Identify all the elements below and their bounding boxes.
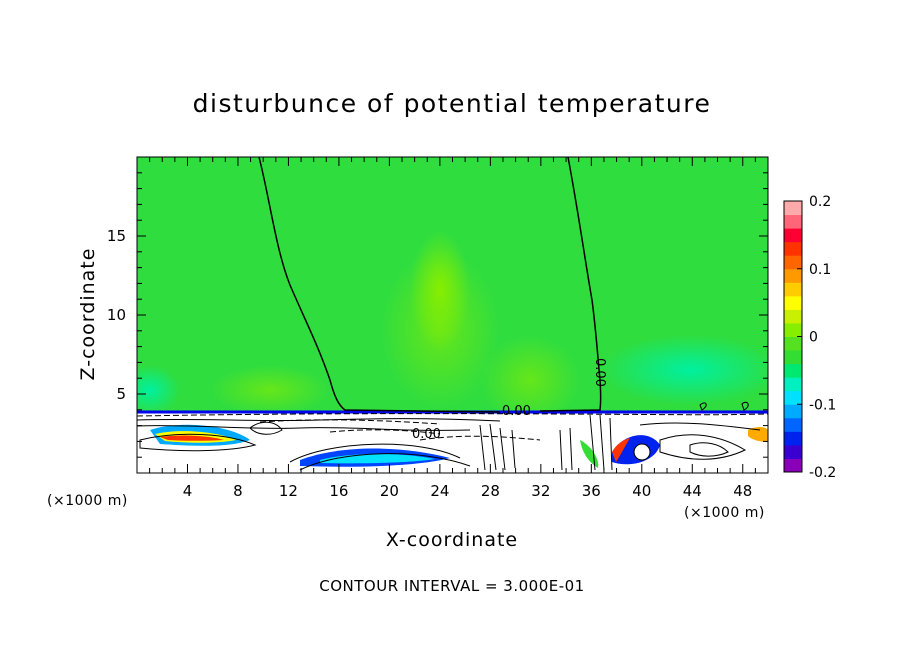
x-tick-label: 16 bbox=[329, 482, 348, 500]
x-tick-label: 4 bbox=[183, 482, 193, 500]
colorbar-swatch bbox=[784, 458, 802, 473]
y-tick-label: 5 bbox=[116, 385, 126, 403]
cool-patch bbox=[137, 365, 180, 415]
chart-title: disturbunce of potential temperature bbox=[193, 89, 712, 118]
y-unit-label: (×1000 m) bbox=[684, 505, 765, 521]
x-tick-label: 8 bbox=[233, 482, 243, 500]
contour-label: 0.00 bbox=[412, 427, 441, 442]
colorbar-ticks: 0.2 0.1 0 -0.1 -0.2 bbox=[797, 194, 836, 481]
colorbar-swatch bbox=[784, 404, 802, 419]
x-tick-label: 24 bbox=[430, 482, 449, 500]
colorbar-swatch bbox=[784, 241, 802, 256]
colorbar-swatch bbox=[784, 214, 802, 229]
y-tick-label: 15 bbox=[107, 227, 126, 245]
contour-label: 0.00 bbox=[592, 358, 607, 387]
colorbar-swatch bbox=[784, 363, 802, 378]
cool-patch bbox=[600, 335, 768, 405]
y-tick-label: 10 bbox=[107, 306, 126, 324]
colorbar-swatch bbox=[784, 295, 802, 310]
x-axis-title: X-coordinate bbox=[386, 529, 518, 551]
x-tick-label: 36 bbox=[582, 482, 601, 500]
zero-contour-right bbox=[539, 157, 602, 412]
colorbar-swatch bbox=[784, 377, 802, 392]
x-tick-label: 28 bbox=[481, 482, 500, 500]
x-axis-ticks: 4 8 12 16 20 24 28 32 36 40 44 48 bbox=[149, 157, 756, 500]
contour-interval-footer: CONTOUR INTERVAL = 3.000E-01 bbox=[319, 577, 584, 595]
x-tick-label: 48 bbox=[733, 482, 752, 500]
colorbar-tick-label: 0 bbox=[809, 330, 818, 346]
x-tick-label: 40 bbox=[632, 482, 651, 500]
colorbar-swatch bbox=[784, 322, 802, 337]
plot-area bbox=[137, 157, 768, 473]
colorbar-swatch bbox=[784, 444, 802, 459]
colorbar-swatch bbox=[784, 336, 802, 351]
colorbar-swatch bbox=[784, 282, 802, 297]
x-unit-label: (×1000 m) bbox=[47, 493, 128, 509]
colorbar-swatch bbox=[784, 309, 802, 324]
x-tick-label: 44 bbox=[683, 482, 702, 500]
colorbar-swatch bbox=[784, 268, 802, 283]
warm-plume bbox=[480, 335, 580, 425]
contour-label: 0.00 bbox=[502, 404, 531, 419]
x-tick-label: 20 bbox=[380, 482, 399, 500]
colorbar-swatch bbox=[784, 255, 802, 270]
x-tick-label: 32 bbox=[531, 482, 550, 500]
y-axis-title: Z-coordinate bbox=[77, 248, 99, 381]
colorbar-tick-label: 0.2 bbox=[809, 194, 831, 210]
zero-contour-left bbox=[258, 157, 501, 413]
y-axis-ticks: 5 10 15 bbox=[107, 172, 768, 458]
colorbar-tick-label: -0.2 bbox=[809, 465, 836, 481]
colorbar bbox=[784, 201, 802, 473]
warm-plume bbox=[210, 365, 330, 415]
colorbar-swatch bbox=[784, 390, 802, 405]
colorbar-swatch bbox=[784, 417, 802, 432]
colorbar-swatch bbox=[784, 431, 802, 446]
warm-plume bbox=[410, 230, 470, 350]
colorbar-swatch bbox=[784, 228, 802, 243]
lower-layer bbox=[137, 412, 768, 473]
colorbar-tick-label: 0.1 bbox=[809, 262, 831, 278]
x-tick-label: 12 bbox=[279, 482, 298, 500]
colorbar-swatch bbox=[784, 350, 802, 365]
colorbar-tick-label: -0.1 bbox=[809, 397, 836, 413]
colorbar-swatch bbox=[784, 201, 802, 216]
